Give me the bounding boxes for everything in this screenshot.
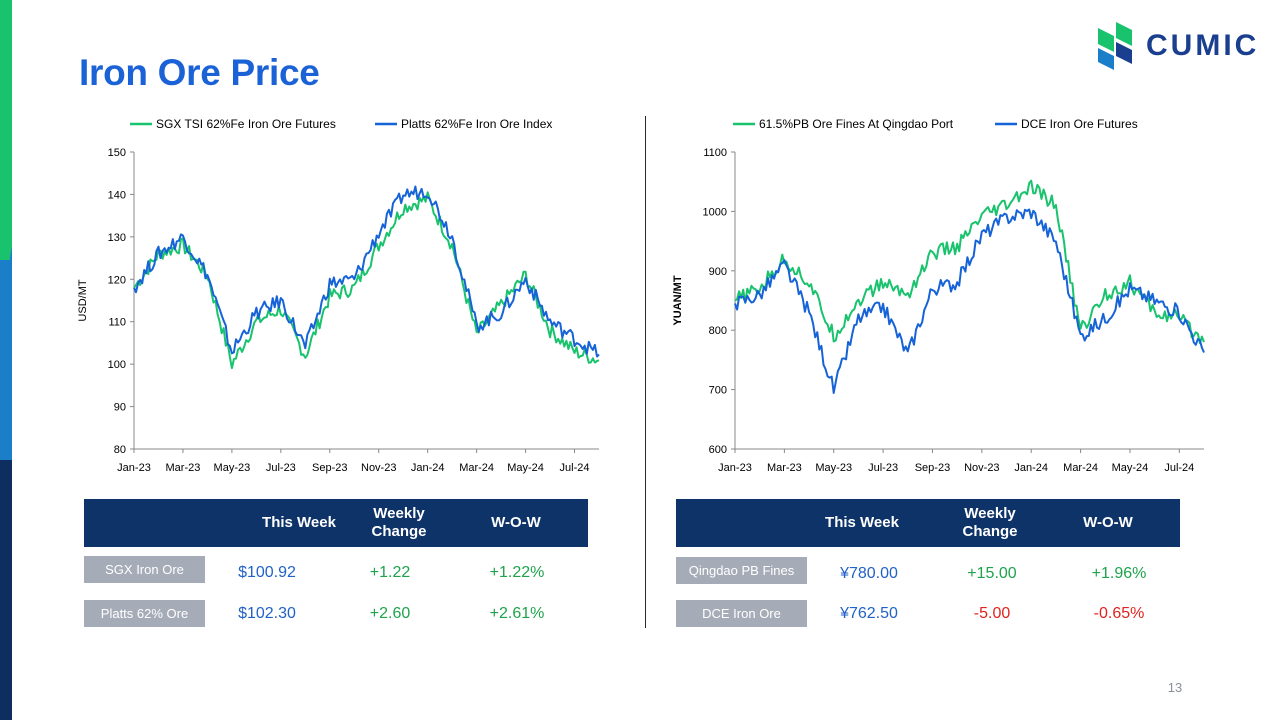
header-this-week: This Week [262, 514, 336, 531]
logo-text: CUMIC [1146, 29, 1260, 62]
sgx-this-week: $100.92 [238, 564, 296, 581]
right-x-tick-label: May-24 [1112, 462, 1149, 474]
left-y-tick-label: 110 [108, 317, 126, 329]
right-y-tick-label: 800 [709, 325, 727, 337]
left-table-header: This Week Weekly Change W-O-W [84, 499, 588, 547]
platts-wow: +2.61% [489, 605, 545, 622]
dce-weekly-change: -5.00 [973, 605, 1011, 622]
left-x-tick-label: Jan-24 [411, 462, 445, 474]
qingdao-weekly-change: +15.00 [967, 565, 1017, 582]
accent-strip [0, 0, 12, 720]
left-y-axis-label: USD/MT [77, 279, 89, 321]
right-x-tick-label: Jul-24 [1164, 462, 1194, 474]
right-x-tick-label: Mar-23 [767, 462, 802, 474]
qingdao-this-week: ¥780.00 [840, 565, 898, 582]
left-y-tick-label: 90 [114, 402, 126, 414]
left-y-tick-label: 130 [108, 232, 126, 244]
right-series-line-1 [734, 208, 1205, 394]
qingdao-wow: +1.96% [1091, 565, 1147, 582]
company-logo: CUMIC [1096, 20, 1256, 72]
row-label-sgx: SGX Iron Ore [84, 556, 205, 583]
left-x-tick-label: Jul-24 [560, 462, 590, 474]
header-weekly-change: Weekly Change [371, 505, 427, 540]
accent-curve [4, 230, 12, 510]
yuan-price-chart-svg: 1100 1000 900 800 700 600 Jan-23 Mar-23 May-23 Ju… [672, 117, 1205, 474]
accent-navy-band [0, 460, 12, 720]
right-x-tick-label: Jan-24 [1014, 462, 1048, 474]
right-x-tick-label: Mar-24 [1063, 462, 1098, 474]
right-x-tick-label: Nov-23 [964, 462, 999, 474]
right-x-tick-label: Jan-23 [718, 462, 752, 474]
right-x-tick-label: Jul-23 [868, 462, 898, 474]
left-x-tick-label: May-24 [507, 462, 544, 474]
yuan-price-chart: 1100 1000 900 800 700 600 Jan-23 Mar-23 May-23 Ju… [665, 110, 1225, 480]
right-y-tick-label: 600 [709, 444, 727, 456]
left-y-tick-label: 100 [108, 359, 126, 371]
right-legend-label-0: 61.5%PB Ore Fines At Qingdao Port [759, 117, 954, 131]
row-label-dce: DCE Iron Ore [676, 600, 807, 627]
page-title: Iron Ore Price [79, 52, 320, 93]
right-y-tick-label: 1000 [703, 206, 727, 218]
left-legend-label-0: SGX TSI 62%Fe Iron Ore Futures [156, 117, 336, 131]
left-series-line-1 [133, 185, 600, 358]
left-y-tick-label: 80 [114, 444, 126, 456]
accent-green-band [0, 0, 12, 260]
dce-wow: -0.65% [1093, 605, 1145, 622]
row-label-qingdao: Qingdao PB Fines [676, 557, 807, 584]
header-wow: W-O-W [1083, 514, 1133, 531]
right-y-axis-label: YUAN/MT [672, 275, 684, 325]
sgx-wow: +1.22% [489, 564, 545, 581]
left-x-tick-label: May-23 [214, 462, 251, 474]
page-number: 13 [1167, 680, 1183, 695]
sgx-weekly-change: +1.22 [369, 564, 411, 581]
right-series-line-0 [734, 179, 1205, 345]
right-x-tick-label: Sep-23 [915, 462, 950, 474]
logo-mark-icon [1098, 22, 1132, 70]
left-legend-label-1: Platts 62%Fe Iron Ore Index [401, 117, 552, 131]
right-y-tick-label: 700 [709, 385, 727, 397]
left-series-line-0 [133, 191, 600, 370]
usd-price-chart: 150 140 130 120 110 100 90 80 Jan-23 Mar-23 May-23… [70, 110, 630, 480]
left-y-tick-label: 140 [108, 189, 126, 201]
panel-divider [645, 116, 646, 628]
row-label-platts: Platts 62% Ore [84, 600, 205, 627]
platts-weekly-change: +2.60 [369, 605, 411, 622]
left-x-tick-label: Jul-23 [266, 462, 296, 474]
right-y-tick-label: 1100 [703, 147, 727, 159]
dce-this-week: ¥762.50 [840, 605, 898, 622]
right-y-tick-label: 900 [709, 266, 727, 278]
usd-price-chart-svg: 150 140 130 120 110 100 90 80 Jan-23 Mar-23 May-23… [77, 117, 600, 474]
left-y-tick-label: 150 [108, 147, 126, 159]
left-x-tick-label: Mar-23 [166, 462, 201, 474]
header-weekly-change: Weekly Change [962, 505, 1018, 540]
right-x-tick-label: May-23 [815, 462, 852, 474]
header-wow: W-O-W [491, 514, 541, 531]
right-legend-label-1: DCE Iron Ore Futures [1021, 117, 1138, 131]
left-x-tick-label: Mar-24 [459, 462, 494, 474]
header-this-week: This Week [825, 514, 899, 531]
platts-this-week: $102.30 [238, 605, 296, 622]
left-y-tick-label: 120 [108, 274, 126, 286]
left-x-tick-label: Jan-23 [117, 462, 151, 474]
right-table-header: This Week Weekly Change W-O-W [676, 499, 1180, 547]
left-x-tick-label: Sep-23 [312, 462, 347, 474]
left-x-tick-label: Nov-23 [361, 462, 396, 474]
